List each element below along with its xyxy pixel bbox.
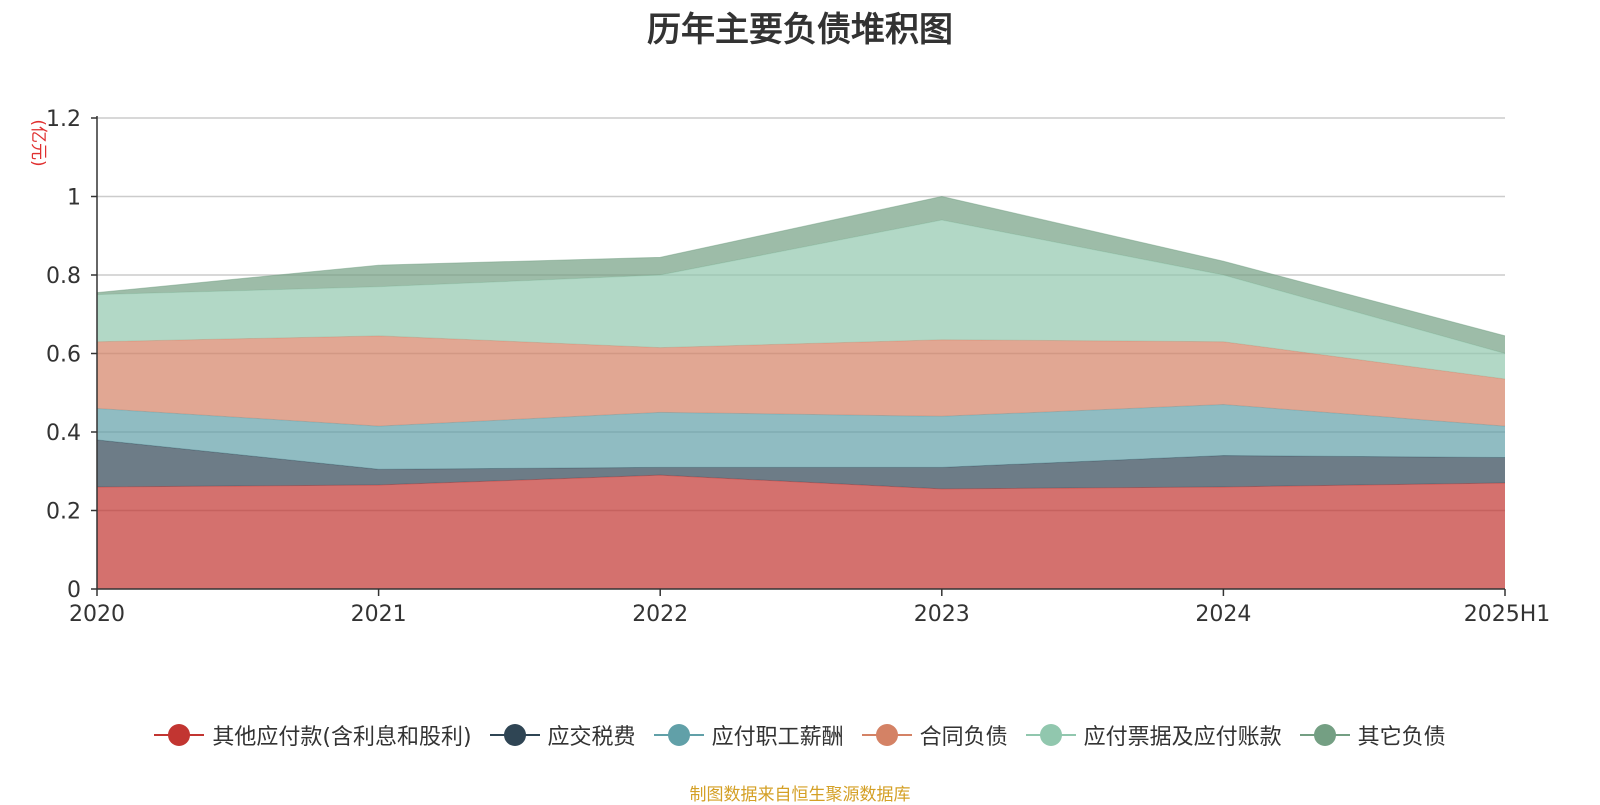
legend-item[interactable]: 其他应付款(含利息和股利): [154, 719, 472, 751]
legend-item[interactable]: 应交税费: [489, 719, 636, 751]
axes: 0 0.2 0.4 0.6 0.8 1 1.2 2020 2021 2022 2023 2024 202…: [46, 107, 1550, 627]
area-series-5: [97, 196, 1505, 354]
y-tick-label: 0.6: [46, 343, 81, 368]
area-series-2: [97, 404, 1505, 470]
area-series-1: [97, 439, 1505, 489]
legend-label: 其它负债: [1357, 725, 1446, 750]
x-tick-label: 2022: [632, 602, 688, 627]
x-tick-label: 2021: [351, 602, 407, 627]
legend-marker: [1299, 723, 1350, 747]
area-series-4: [97, 220, 1505, 380]
legend-label: 应交税费: [547, 725, 636, 750]
legend: 其他应付款(含利息和股利) 应交税费 应付职工薪酬 合同负债 应付票据及应付账款 其它负债: [0, 720, 1600, 750]
legend-item[interactable]: 其它负债: [1299, 719, 1446, 751]
area-series-0: [97, 475, 1505, 589]
y-axis-label: (亿元): [28, 119, 48, 166]
legend-label: 应付票据及应付账款: [1083, 725, 1282, 750]
chart-title: 历年主要负债堆积图: [647, 10, 953, 50]
legend-item[interactable]: 应付职工薪酬: [653, 719, 844, 751]
legend-marker: [1025, 723, 1076, 747]
legend-label: 合同负债: [919, 725, 1008, 750]
y-tick-label: 0.4: [46, 421, 81, 446]
x-tick-label: 2025H1: [1464, 602, 1551, 627]
legend-marker: [154, 723, 205, 747]
legend-label: 其他应付款(含利息和股利): [212, 725, 472, 750]
legend-item[interactable]: 应付票据及应付账款: [1025, 719, 1282, 751]
legend-item[interactable]: 合同负债: [861, 719, 1008, 751]
y-tick-label: 1.2: [46, 107, 81, 132]
series-line-5: [96, 195, 1506, 337]
legend-marker: [489, 723, 540, 747]
y-tick-label: 0.2: [46, 500, 81, 525]
legend-marker: [653, 723, 704, 747]
y-tick-label: 0.8: [46, 264, 81, 289]
y-tick-label: 0: [67, 578, 81, 603]
x-tick-label: 2024: [1195, 602, 1251, 627]
y-tick-label: 1: [67, 186, 81, 211]
area-series-3: [97, 335, 1505, 427]
area-series: [96, 195, 1506, 589]
legend-label: 应付职工薪酬: [711, 725, 844, 750]
source-note: 制图数据来自恒生聚源数据库: [689, 785, 911, 805]
x-tick-label: 2020: [69, 602, 125, 627]
x-tick-label: 2023: [914, 602, 970, 627]
legend-marker: [861, 723, 912, 747]
